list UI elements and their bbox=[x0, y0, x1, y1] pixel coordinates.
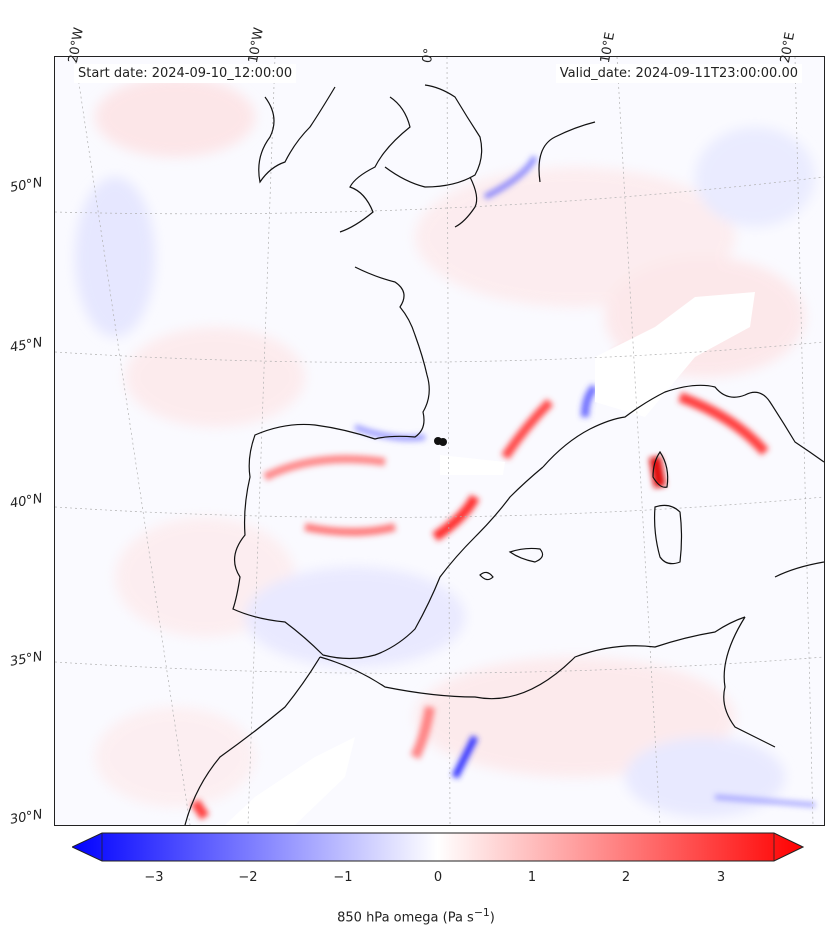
colorbar-label-exponent: −1 bbox=[473, 906, 490, 919]
colorbar bbox=[72, 832, 804, 862]
lat-label-30n: 30°N bbox=[8, 807, 44, 828]
lat-label-45n: 45°N bbox=[8, 335, 44, 356]
map-panel bbox=[54, 56, 825, 826]
lon-label-0: 0° bbox=[419, 47, 438, 65]
colorbar-label-close: ) bbox=[489, 910, 495, 926]
location-marker bbox=[434, 437, 447, 446]
colorbar-label-text: 850 hPa omega (Pa s bbox=[337, 910, 474, 926]
valid-date-label: Valid_date: 2024-09-11T23:00:00.00 bbox=[555, 64, 802, 83]
start-date-label: Start date: 2024-09-10_12:00:00 bbox=[74, 64, 297, 83]
lat-label-40n: 40°N bbox=[8, 491, 44, 512]
missing-data-patches bbox=[225, 292, 755, 825]
colorbar-tick: −2 bbox=[238, 870, 258, 885]
omega-field-background bbox=[75, 77, 815, 817]
graticule bbox=[55, 57, 824, 825]
lat-label-50n: 50°N bbox=[8, 175, 44, 196]
coastlines bbox=[184, 84, 824, 825]
colorbar-tick: −3 bbox=[144, 870, 164, 885]
colorbar-label: 850 hPa omega (Pa s−1) bbox=[0, 906, 832, 925]
colorbar-tick: 0 bbox=[433, 870, 443, 885]
lat-label-35n: 35°N bbox=[8, 649, 44, 670]
colorbar-tick: −1 bbox=[333, 870, 353, 885]
colorbar-tick: 3 bbox=[716, 870, 726, 885]
colorbar-tick: 1 bbox=[527, 870, 537, 885]
omega-field-map bbox=[55, 57, 824, 825]
colorbar-tick: 2 bbox=[621, 870, 631, 885]
